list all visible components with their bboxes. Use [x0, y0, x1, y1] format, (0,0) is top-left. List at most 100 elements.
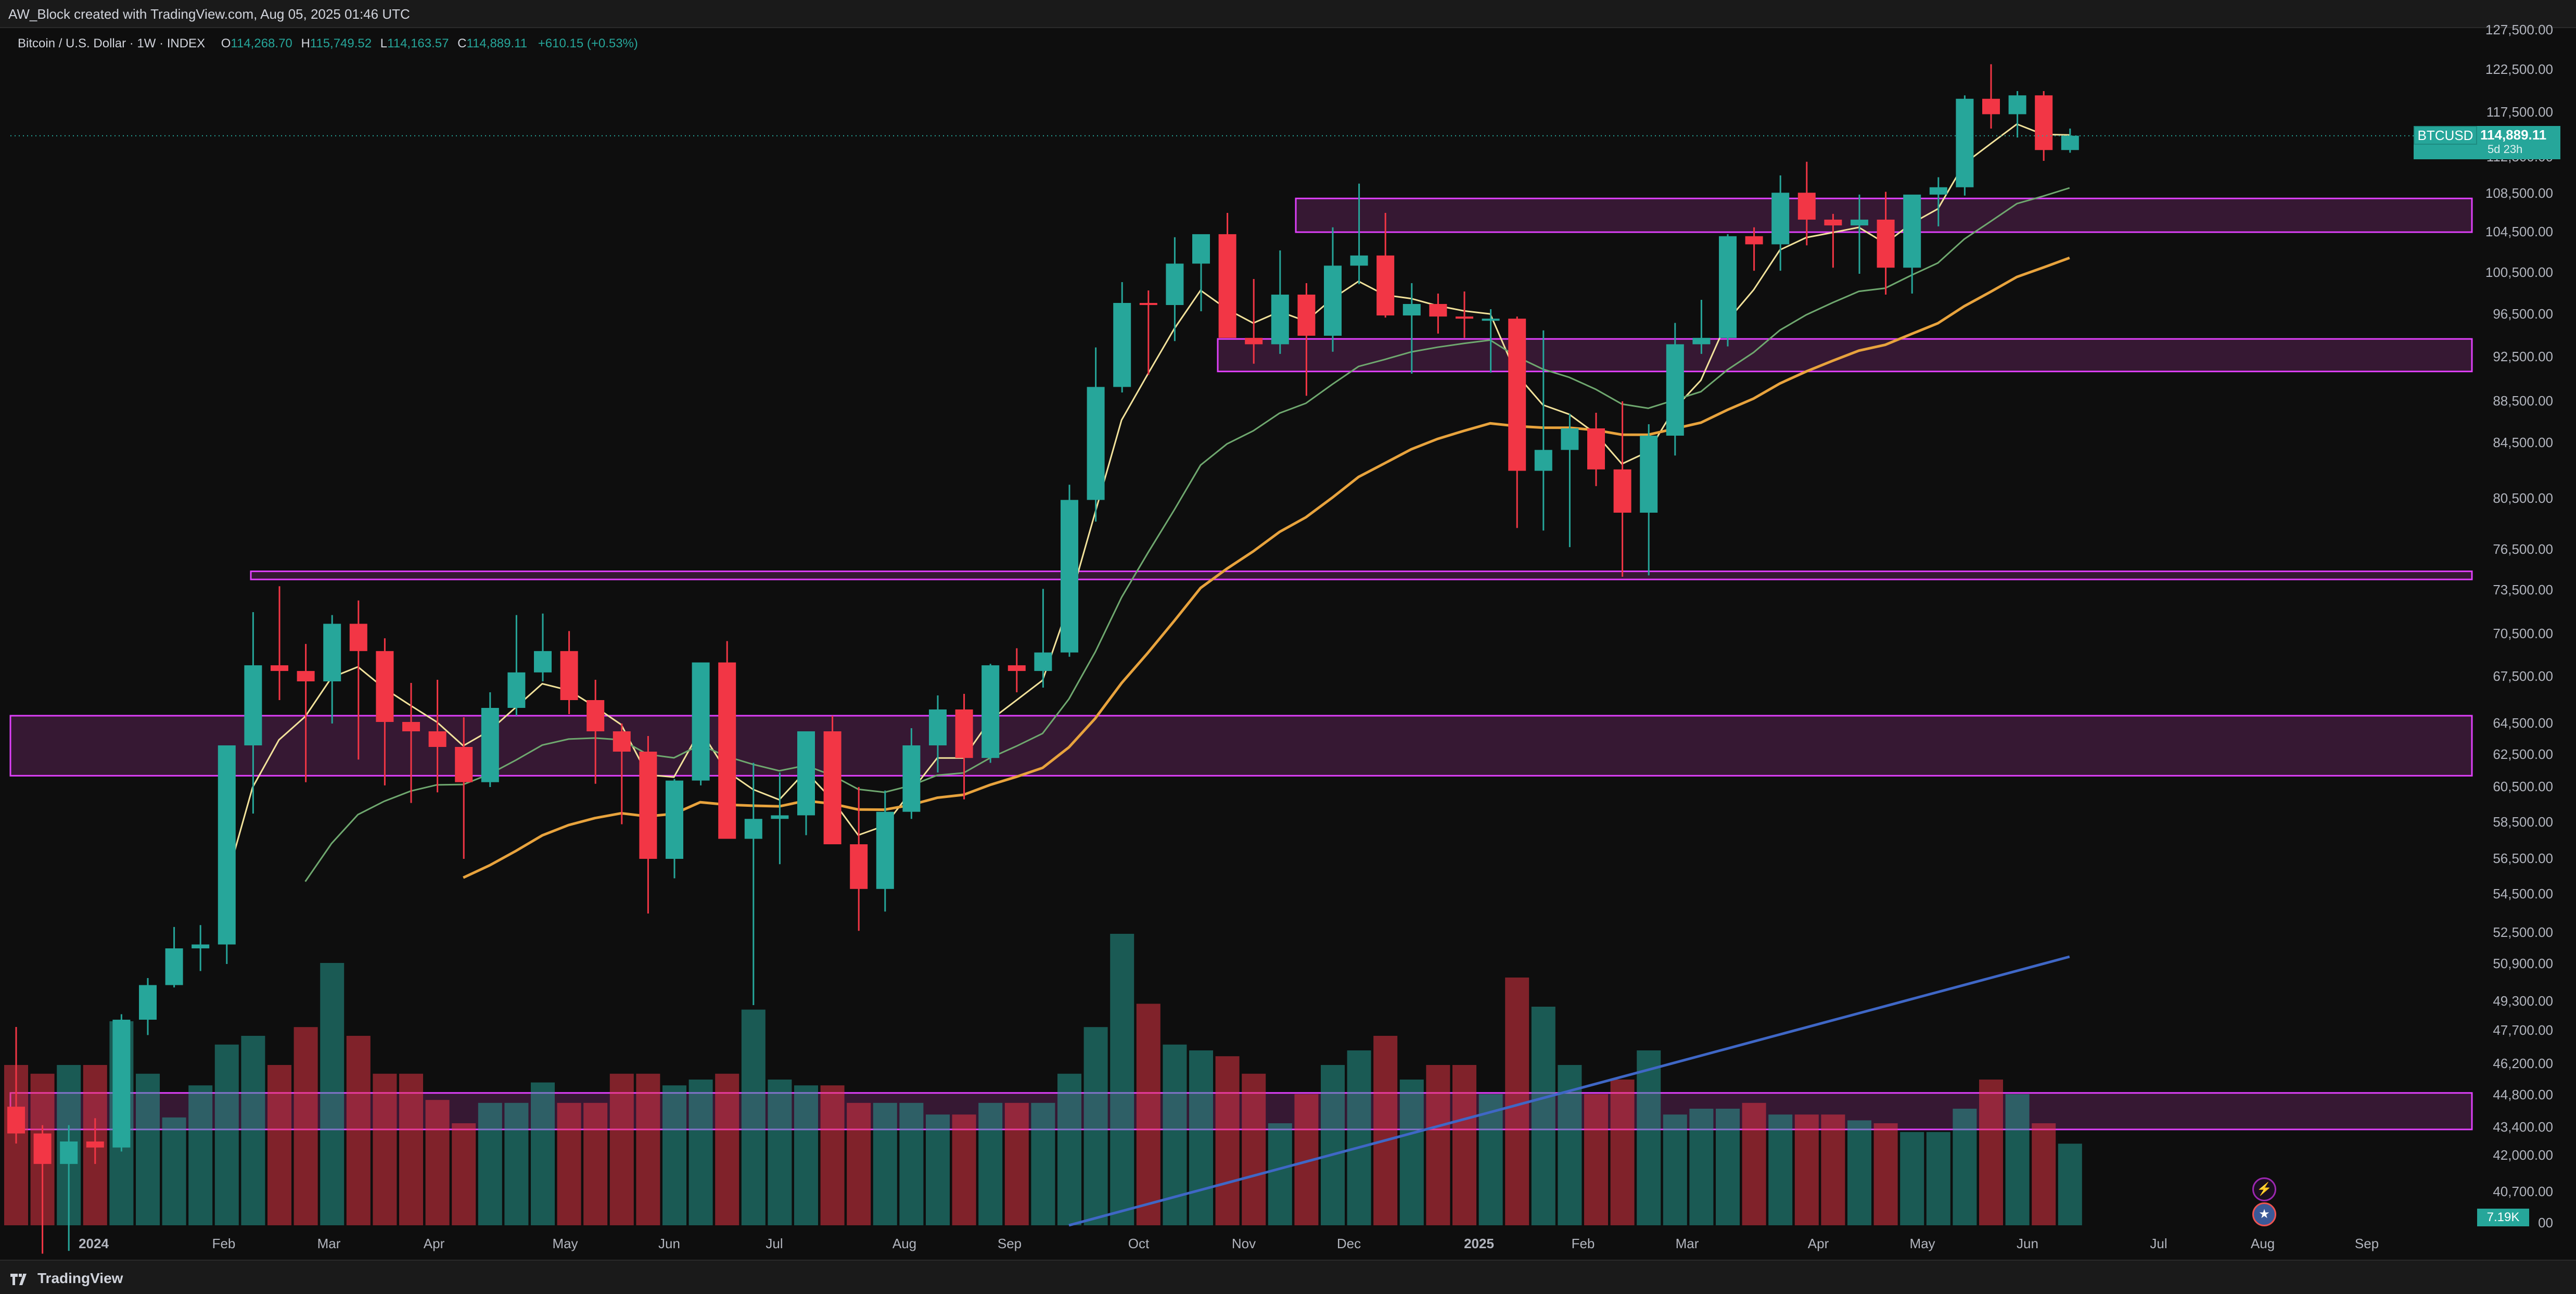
- volume-bar: [241, 1036, 265, 1225]
- price-tick-label: 88,500.00: [2493, 393, 2553, 409]
- volume-bar: [1478, 1094, 1503, 1225]
- candle-body: [1245, 338, 1263, 345]
- time-tick-label: Dec: [1337, 1236, 1361, 1251]
- candle-body: [1271, 295, 1289, 345]
- candle-body: [1587, 428, 1605, 470]
- candle: [692, 662, 710, 785]
- tradingview-logo[interactable]: TradingView: [9, 1270, 123, 1287]
- candle: [2061, 128, 2079, 153]
- candle: [1482, 309, 1500, 373]
- symbol-title[interactable]: Bitcoin / U.S. Dollar · 1W · INDEX: [18, 36, 206, 50]
- candle-body: [1192, 234, 1210, 264]
- price-tick-label: 44,800.00: [2493, 1087, 2553, 1102]
- candle: [376, 638, 394, 785]
- volume-bar: [452, 1123, 476, 1225]
- volume-bar: [1716, 1109, 1740, 1225]
- candle: [428, 680, 447, 793]
- candle: [112, 1014, 131, 1152]
- price-tick-label: 96,500.00: [2493, 306, 2553, 322]
- volume-bar: [1110, 934, 1134, 1225]
- bolt-icon[interactable]: ⚡: [2252, 1177, 2276, 1201]
- price-tick-label: 42,000.00: [2493, 1147, 2553, 1163]
- volume-bar: [1505, 978, 1529, 1225]
- candle: [86, 1118, 104, 1164]
- candle: [1061, 485, 1078, 657]
- volume-bar: [214, 1044, 239, 1225]
- time-axis: 2024 Feb Mar Apr May Jun Jul Aug Sep Oct Nov Dec 202…: [79, 1236, 2379, 1251]
- price-tag-countdown: 5d 23h: [2488, 143, 2523, 156]
- candle: [7, 1027, 25, 1144]
- volume-bar: [2032, 1123, 2056, 1225]
- price-tick-label: 56,500.00: [2493, 851, 2553, 866]
- change-value: +610.15 (+0.53%): [538, 36, 638, 50]
- price-tick-label: 67,500.00: [2493, 668, 2553, 684]
- low-label: L: [380, 36, 388, 50]
- volume-bar: [2058, 1144, 2082, 1225]
- candle: [560, 631, 578, 714]
- volume-bar: [2005, 1094, 2030, 1225]
- candle: [823, 716, 841, 844]
- volume-bar: [346, 1036, 371, 1225]
- volume-bar: [1004, 1102, 1029, 1225]
- candle: [1824, 213, 1842, 268]
- volume-bar: [715, 1073, 739, 1225]
- price-tick-label: 43,400.00: [2493, 1119, 2553, 1135]
- candle-body: [507, 672, 526, 708]
- candle-body: [271, 665, 288, 671]
- symbol-legend: Bitcoin / U.S. Dollar · 1W · INDEX O114,…: [18, 36, 638, 51]
- candle-body: [218, 745, 236, 945]
- candle: [1613, 401, 1631, 577]
- candle: [1719, 234, 1737, 347]
- close-value: 114,889.11: [466, 36, 528, 50]
- price-tick-label: 58,500.00: [2493, 814, 2553, 830]
- candle: [1297, 283, 1316, 396]
- candle-body: [112, 1020, 131, 1148]
- candle: [1087, 347, 1105, 522]
- candle: [1139, 290, 1157, 375]
- top-bar: AW_Block created with TradingView.com, A…: [0, 0, 2576, 28]
- candle-body: [771, 815, 789, 819]
- price-tick-label: 127,500.00: [2485, 22, 2553, 37]
- volume-bar: [1031, 1102, 1055, 1225]
- time-tick-label: Sep: [2355, 1236, 2379, 1251]
- time-tick-label: Oct: [1128, 1236, 1150, 1251]
- candle: [1877, 192, 1895, 295]
- price-tick-label: 117,500.00: [2486, 104, 2553, 120]
- candle-body: [1166, 263, 1184, 305]
- candle: [192, 925, 210, 971]
- price-chart[interactable]: 127,500.00122,500.00117,500.00112,500.00…: [0, 0, 2576, 1260]
- candle-body: [1561, 428, 1579, 450]
- candle-body: [2035, 95, 2053, 150]
- us-flag-icon[interactable]: ★: [2252, 1202, 2276, 1226]
- candle: [1008, 648, 1026, 692]
- time-tick-label: Feb: [212, 1236, 236, 1251]
- volume-bar: [267, 1065, 291, 1225]
- price-tick-label: 64,500.00: [2493, 715, 2553, 731]
- price-tick-label: 46,200.00: [2493, 1056, 2553, 1071]
- volume-bar: [741, 1009, 766, 1225]
- volume-bar: [1637, 1050, 1661, 1225]
- candle: [1745, 227, 1763, 271]
- candle-body: [797, 731, 815, 816]
- candle-body: [1534, 450, 1552, 471]
- candle: [1851, 194, 1868, 274]
- candle: [218, 745, 236, 964]
- candle: [1324, 227, 1342, 352]
- price-tag-symbol: BTCUSD: [2414, 126, 2477, 145]
- candle-body: [1376, 255, 1395, 316]
- candle-body: [692, 662, 710, 781]
- price-tick-label: 104,500.00: [2485, 224, 2553, 239]
- time-tick-label: Jun: [658, 1236, 680, 1251]
- volume-bar: [1426, 1065, 1450, 1225]
- volume-bar: [1321, 1065, 1345, 1225]
- candle-body: [876, 811, 894, 889]
- volume-bar: [504, 1102, 529, 1225]
- volume-bar: [162, 1117, 186, 1225]
- time-tick-label: Jul: [766, 1236, 783, 1251]
- price-tick-label: 76,500.00: [2493, 541, 2553, 557]
- candle: [244, 612, 262, 814]
- volume-bar: [1452, 1065, 1476, 1225]
- candle-body: [744, 819, 762, 839]
- volume-bar: [952, 1114, 976, 1225]
- time-tick-label: 2025: [1464, 1236, 1494, 1251]
